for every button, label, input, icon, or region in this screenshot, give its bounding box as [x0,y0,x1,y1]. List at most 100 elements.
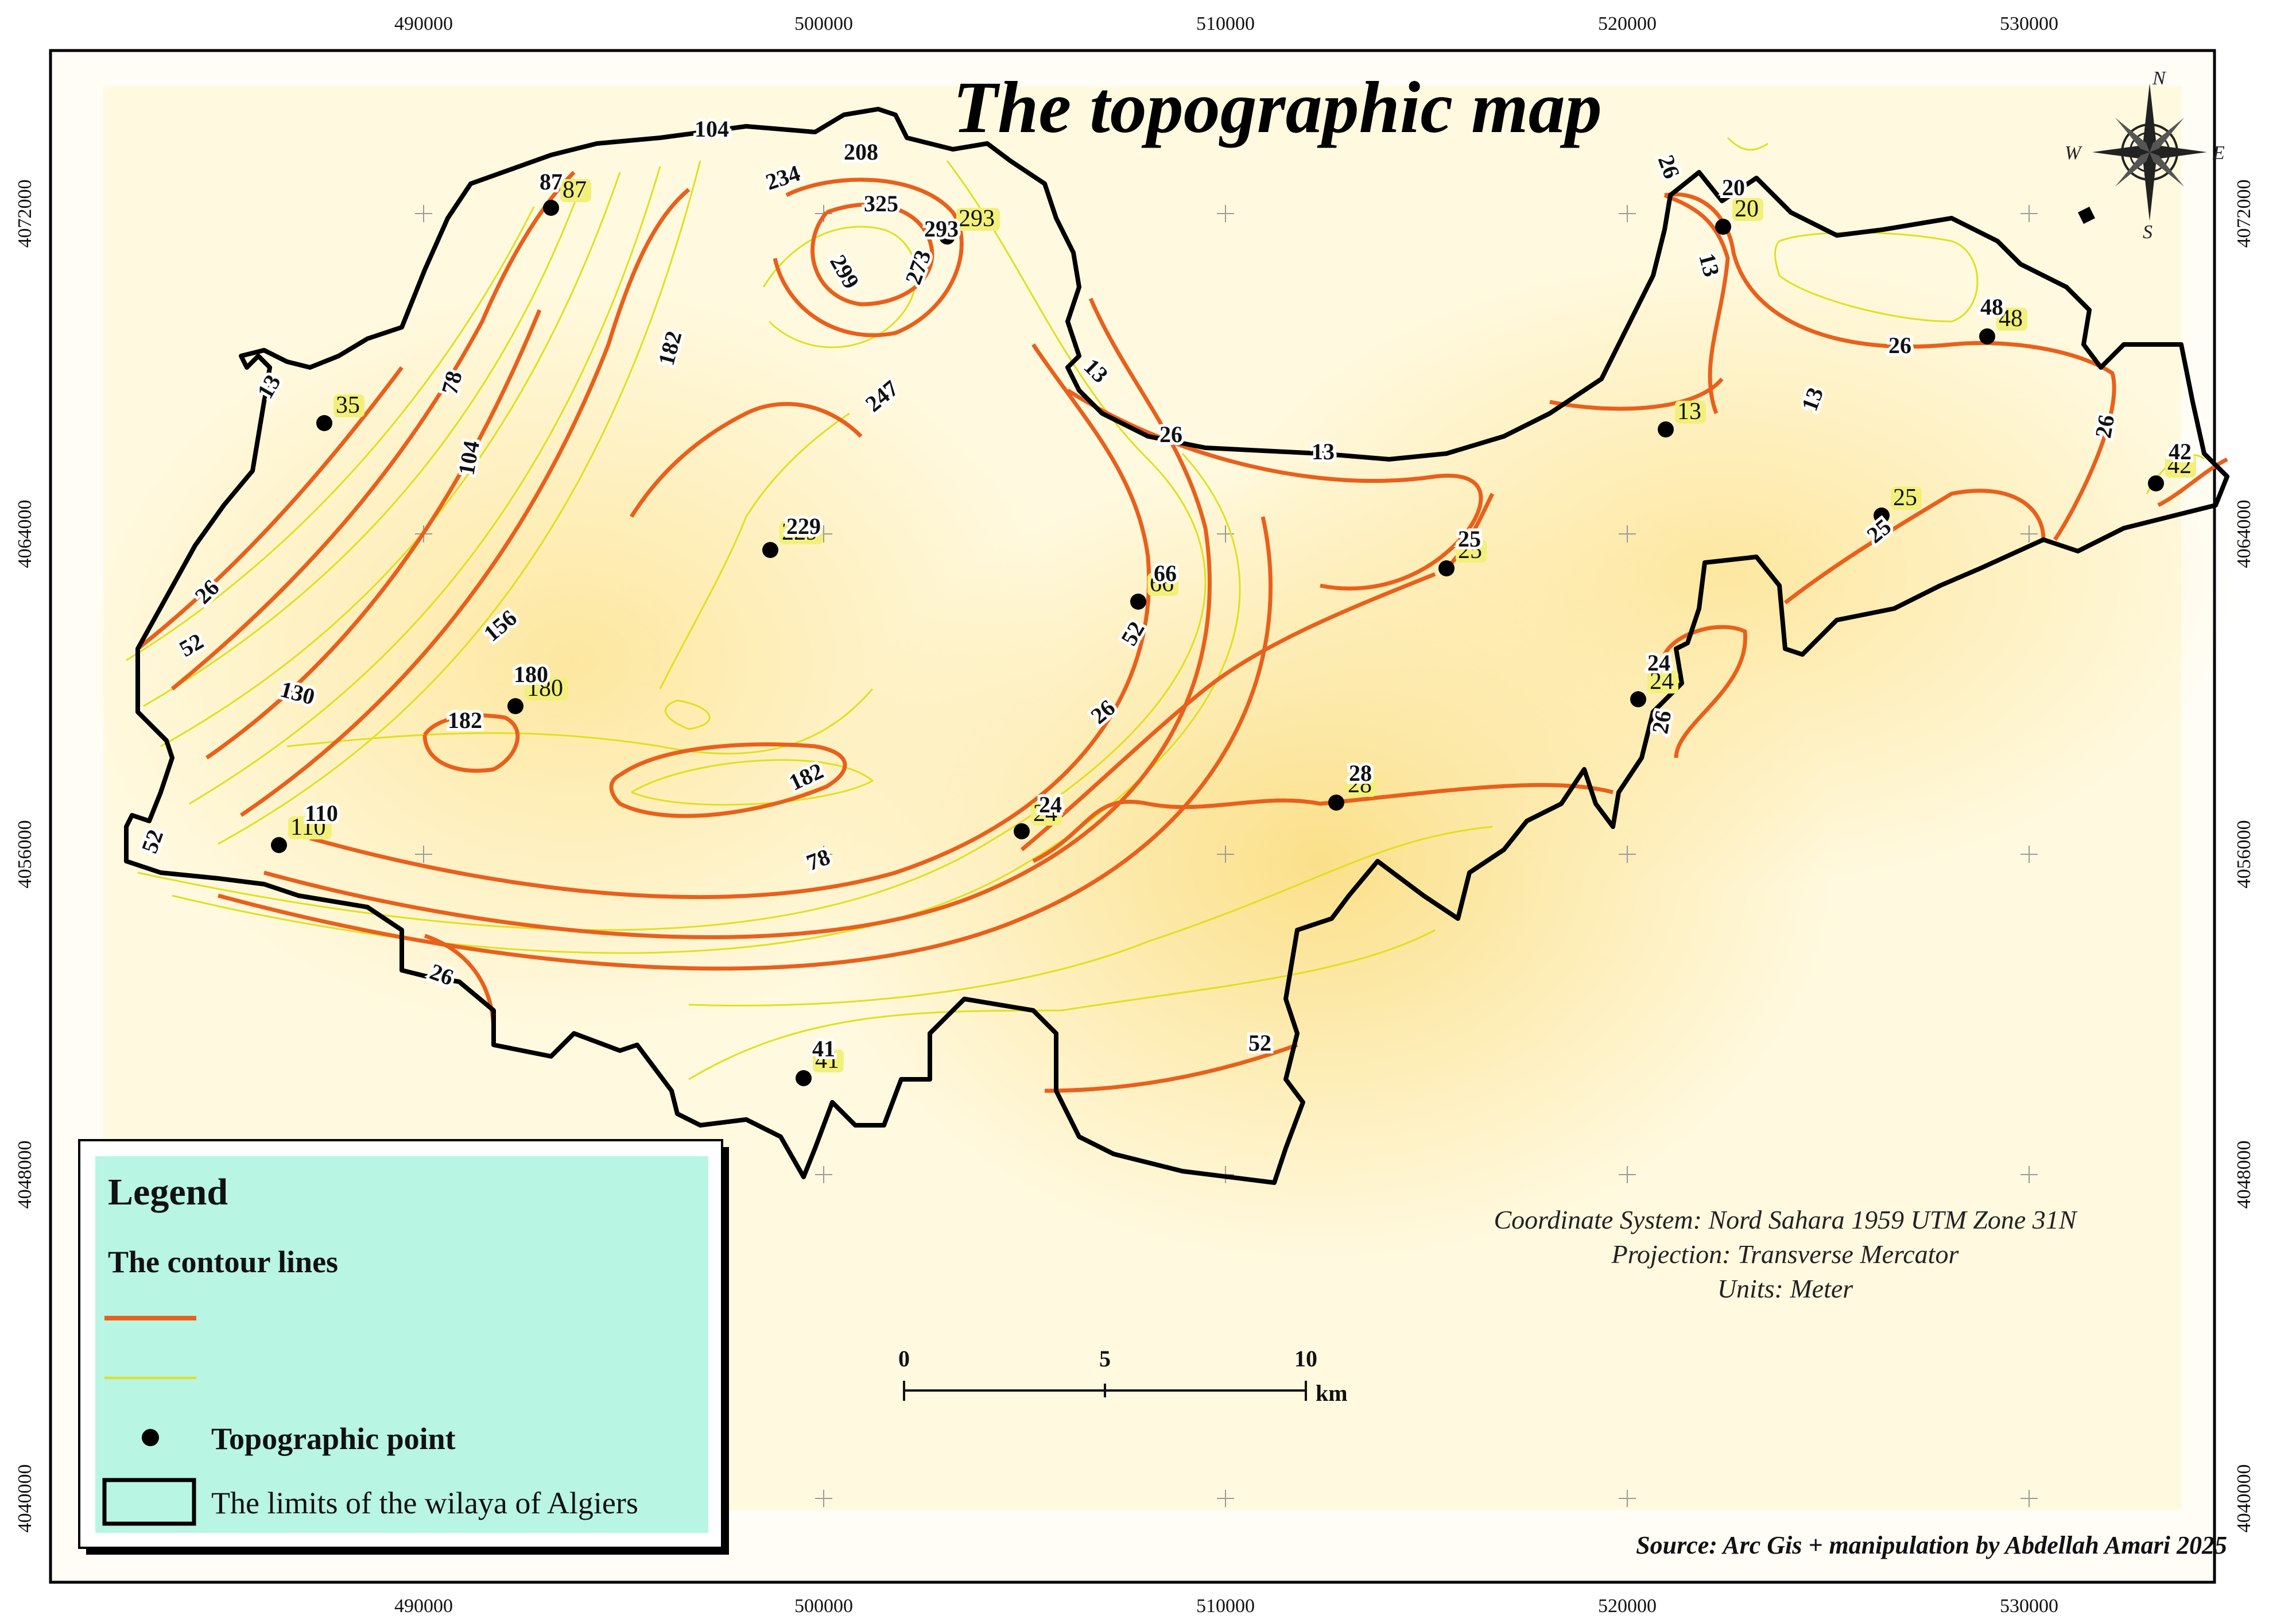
point-label-background [1345,774,1376,797]
point-label-background [1031,803,1062,826]
contour-elevation-label: 293 [924,216,959,242]
y-tick-label: 4064000 [2233,500,2255,568]
point-elevation-label: 28 [1348,772,1372,798]
x-tick-label: 500000 [794,13,853,34]
contour-elevation-label: 180 [514,661,548,687]
contour-elevation-label: 208 [844,139,878,165]
y-tick-label: 4056000 [14,820,36,889]
contour-elevation-label: 229 [786,513,821,539]
point-label-background [779,521,823,544]
point-label-background [813,1049,844,1072]
point-elevation-label: 48 [1999,305,2023,332]
topographic-point [1438,560,1455,576]
y-tick-label: 4072000 [2233,180,2255,248]
contour-elevation-label: 66 [1154,560,1177,586]
contour-elevation-label: 325 [864,191,898,216]
legend-point-symbol [142,1429,159,1446]
scale-tick-5: 5 [1099,1346,1111,1372]
point-elevation-label: 110 [290,814,325,840]
contour-elevation-label: 41 [812,1036,835,1062]
x-tick-label: 490000 [394,1595,453,1617]
x-tick-label: 530000 [2000,1595,2058,1617]
contour-elevation-label: 26 [1647,708,1676,735]
point-label-background [1675,401,1706,424]
point-elevation-label: 20 [1735,196,1759,222]
projection-text: Projection: Transverse Mercator [1611,1239,1960,1269]
topographic-point [1630,691,1646,707]
point-label-background [560,179,591,202]
y-tick-label: 4064000 [14,500,36,568]
point-elevation-label: 25 [1893,485,1917,511]
contour-elevation-label: 25 [1458,526,1481,552]
x-tick-label: 510000 [1196,13,1255,34]
topographic-point [507,698,523,714]
compass-s: S [2143,222,2152,243]
topographic-point [271,837,287,853]
units-text: Units: Meter [1717,1274,1853,1303]
topographic-point [939,228,955,245]
topographic-points [271,179,2196,1086]
contour-elevation-label: 182 [448,707,482,733]
x-tick-label: 500000 [794,1595,853,1617]
x-tick-label: 530000 [2000,13,2058,34]
topographic-point [1658,421,1674,437]
point-label-background [288,816,332,839]
contour-elevation-label: 28 [1349,760,1372,786]
minor-contours [126,137,2205,1080]
y-tick-label: 4072000 [14,180,36,248]
topographic-point [762,542,778,558]
topographic-point [1014,823,1030,839]
legend-point-label: Topographic point [211,1421,456,1456]
axis-ticks: 4900004900005000005000005100005100005200… [14,13,2255,1617]
point-elevation-label: 229 [782,519,818,545]
contour-elevation-label: 24 [1647,650,1670,676]
point-elevation-label: 35 [336,392,360,419]
compass-e: E [2212,142,2225,164]
contour-elevation-label: 26 [1888,332,1911,358]
x-tick-label: 520000 [1598,13,1657,34]
wilaya-boundary [124,107,2229,1185]
contour-elevation-label: 48 [1980,294,2003,320]
compass-w: W [2065,142,2082,164]
x-tick-label: 490000 [394,13,453,34]
point-elevation-label: 42 [2167,452,2192,479]
x-tick-label: 510000 [1196,1595,1255,1617]
legend: Legend The contour lines Topographic poi… [78,1139,729,1555]
point-label-background [525,677,568,700]
island [2078,207,2095,224]
point-elevation-label: 41 [815,1047,839,1074]
scale-bar: 0 5 10 km [898,1346,1348,1406]
y-tick-label: 4048000 [14,1141,36,1209]
contour-elevation-label: 20 [1722,175,1745,200]
topographic-point [2148,475,2164,491]
scale-tick-10: 10 [1294,1346,1317,1372]
point-elevation-label: 25 [1458,537,1482,564]
topographic-point [1328,795,1344,811]
point-label-background [1647,671,1678,694]
y-tick-label: 4040000 [2233,1465,2255,1533]
x-tick-label: 520000 [1598,1595,1657,1617]
source-text: Source: Arc Gis + manipulation by Abdell… [1636,1531,2227,1559]
compass-rose: N S W E [2065,68,2225,243]
point-label-background [956,208,1000,231]
point-label-background [2165,455,2196,478]
contour-elevation-label: 42 [2169,439,2192,464]
topographic-point [1979,328,1995,344]
point-label-background [1732,198,1763,221]
contour-elevation-label: 104 [695,116,729,142]
point-label-background [333,394,364,417]
point-elevation-label: 24 [1650,668,1674,695]
map-title: The topographic map [953,67,1602,148]
scale-tick-0: 0 [898,1346,910,1372]
y-tick-label: 4056000 [2233,820,2255,889]
contour-elevation-label: 26 [2090,413,2119,440]
y-tick-label: 4048000 [2233,1141,2255,1209]
contour-elevation-label: 13 [1312,439,1335,464]
point-label-background [1891,487,1922,510]
contour-elevation-label: 24 [1039,792,1062,818]
legend-contour-heading: The contour lines [108,1245,338,1279]
point-elevation-label: 24 [1033,800,1057,827]
topographic-point [796,1070,812,1086]
contour-elevation-label: 87 [540,169,563,195]
